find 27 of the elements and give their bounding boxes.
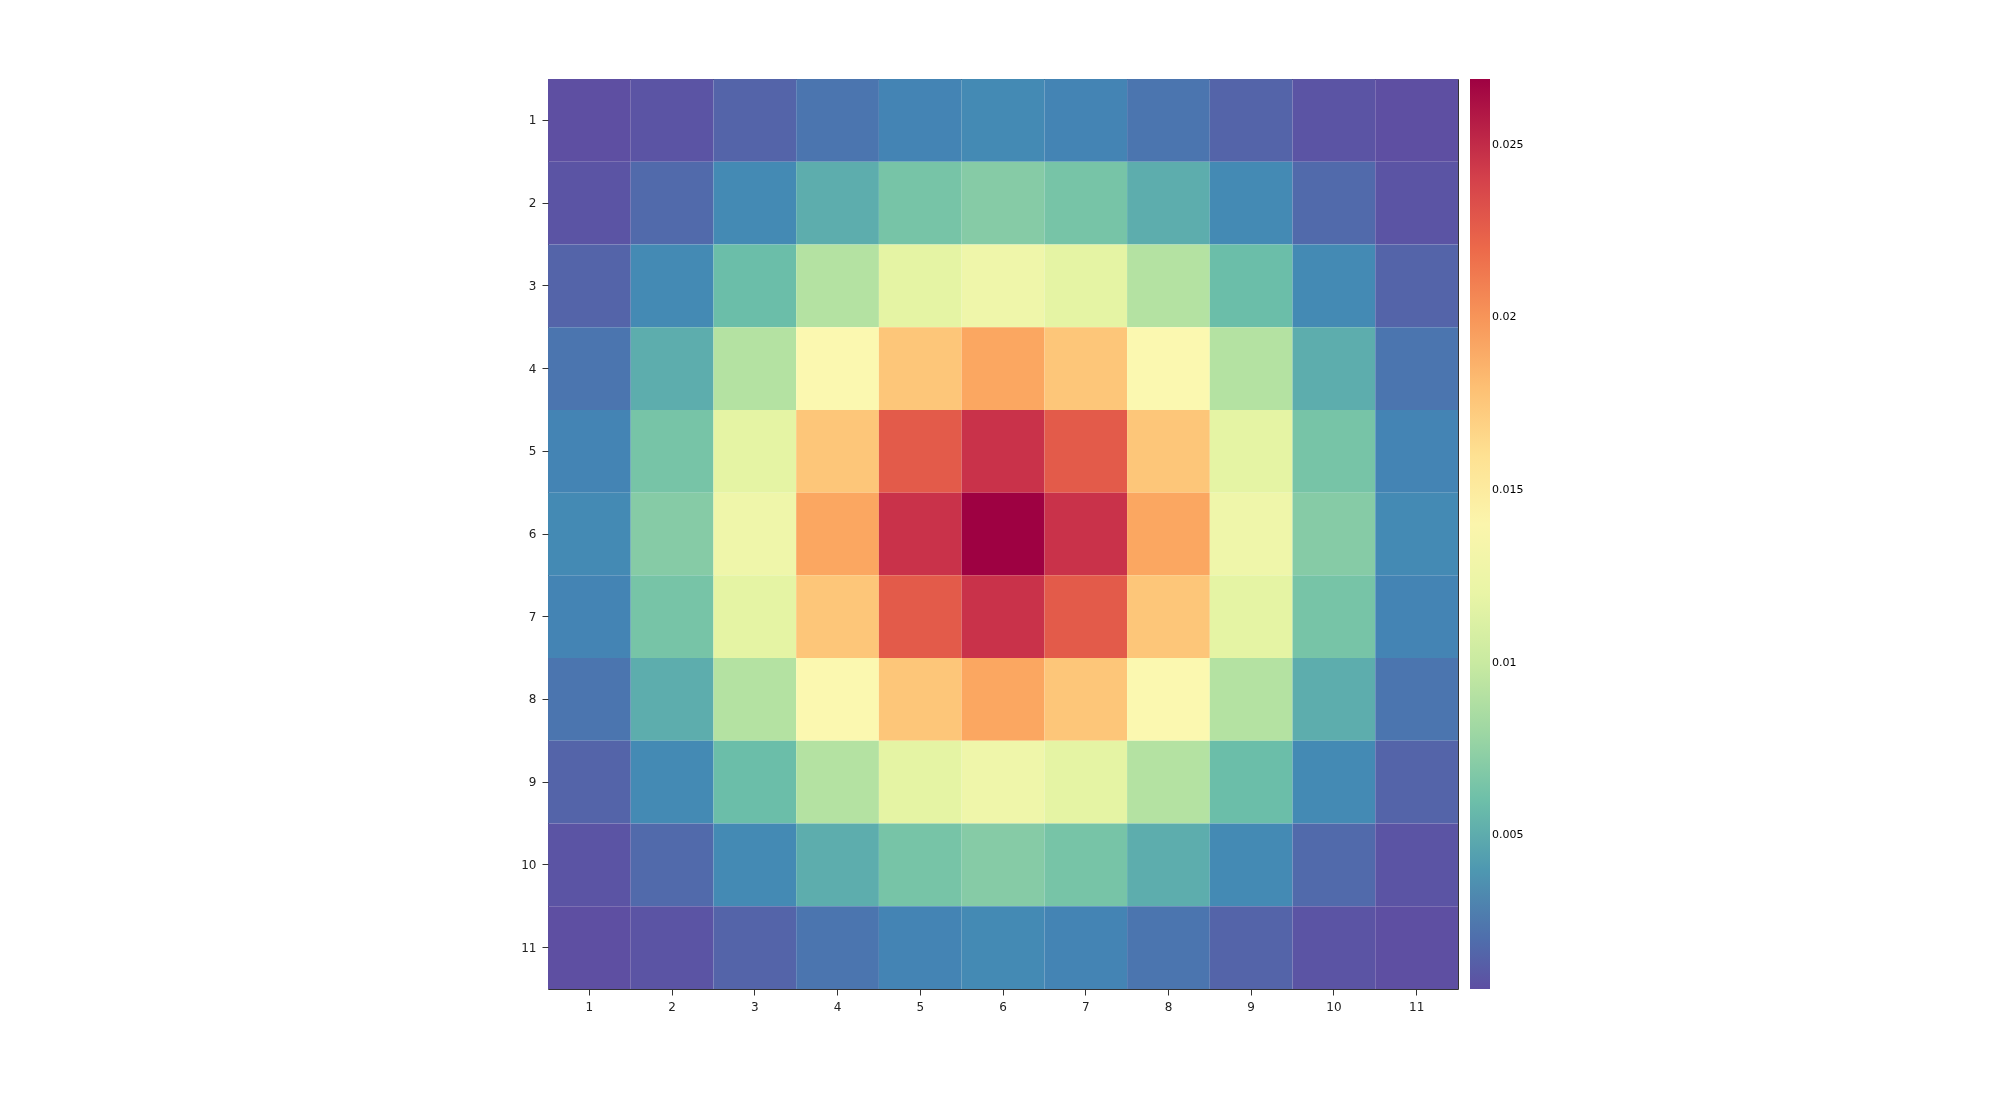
y-tick-label: 3 <box>528 278 537 293</box>
x-tick-label: 2 <box>668 999 676 1014</box>
color-bar-label: 0.005 <box>1492 828 1524 842</box>
y-tick-label: 10 <box>521 857 537 872</box>
x-tick-label: 5 <box>916 999 925 1014</box>
x-tick-label: 4 <box>833 999 842 1014</box>
x-tick-label: 7 <box>1081 999 1090 1014</box>
x-tick-label: 11 <box>1409 999 1425 1014</box>
y-tick-label: 6 <box>528 527 537 541</box>
color-bar-label: 0.02 <box>1492 310 1517 324</box>
y-tick-label: 2 <box>528 196 537 211</box>
x-tick-label: 3 <box>751 999 759 1014</box>
y-tick-label: 7 <box>528 609 537 624</box>
y-tick-label: 8 <box>528 692 537 707</box>
x-tick-label: 6 <box>999 999 1007 1014</box>
x-tick-label: 8 <box>1164 999 1173 1014</box>
color-bar-label: 0.015 <box>1492 482 1524 496</box>
y-tick-label: 4 <box>528 361 537 376</box>
y-tick-label: 11 <box>521 940 537 955</box>
color-bar-label: 0.025 <box>1492 137 1524 151</box>
x-tick-label: 10 <box>1326 999 1342 1014</box>
y-tick-label: 5 <box>528 444 537 459</box>
y-tick-label: 1 <box>528 113 537 128</box>
x-tick-label: 1 <box>585 999 594 1014</box>
y-tick-label: 9 <box>528 775 537 790</box>
color-bar-label: 0.01 <box>1492 655 1517 669</box>
x-tick-label: 9 <box>1247 999 1255 1014</box>
